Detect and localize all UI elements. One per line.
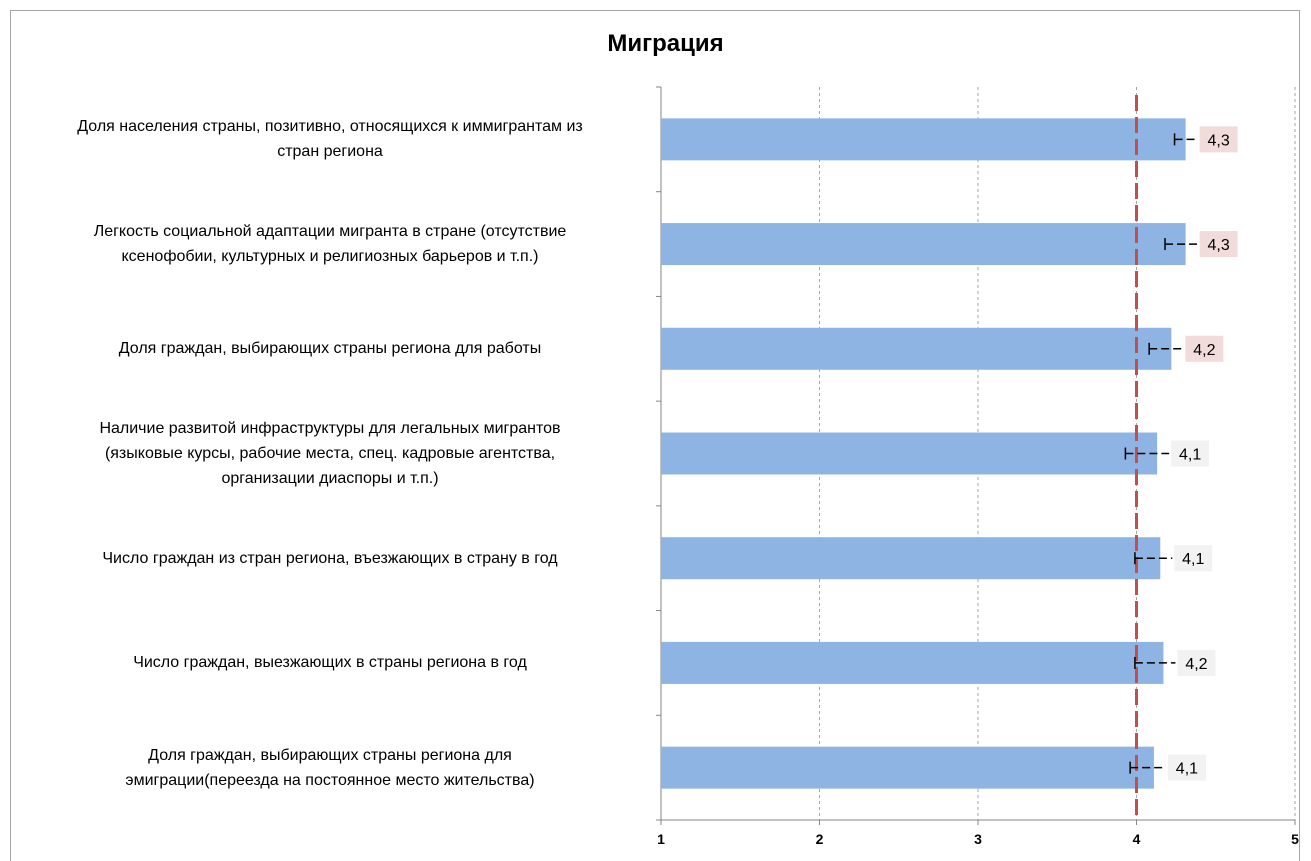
data-label: 4,3 bbox=[1208, 132, 1230, 149]
category-label: Наличие развитой инфраструктуры для лега… bbox=[20, 416, 640, 491]
category-label-line: ксенофобии, культурных и религиозных бар… bbox=[121, 248, 539, 266]
data-label: 4,1 bbox=[1176, 761, 1198, 778]
bar bbox=[661, 641, 1164, 684]
bar bbox=[661, 746, 1154, 789]
x-tick-label: 4 bbox=[1133, 831, 1141, 847]
category-label-line: стран региона bbox=[277, 143, 383, 161]
category-label: Доля граждан, выбирающих страны региона … bbox=[20, 336, 640, 361]
category-label: Легкость социальной адаптации мигранта в… bbox=[20, 219, 640, 269]
data-label-box bbox=[1167, 754, 1206, 781]
data-label: 4,2 bbox=[1193, 342, 1215, 359]
category-label-line: Доля граждан, выбирающих страны региона … bbox=[148, 746, 512, 764]
category-label-line: организации диаспоры и т.п.) bbox=[221, 470, 439, 487]
bar bbox=[661, 537, 1161, 580]
x-tick-label: 1 bbox=[657, 831, 665, 847]
bar bbox=[661, 327, 1172, 370]
category-label: Число граждан из стран региона, въезжающ… bbox=[20, 546, 640, 571]
data-label: 4,3 bbox=[1208, 237, 1230, 254]
category-label-line: (языковые курсы, рабочие места, спец. ка… bbox=[104, 445, 556, 462]
data-label-box bbox=[1177, 649, 1216, 676]
category-label-line: Наличие развитой инфраструктуры для лега… bbox=[99, 420, 561, 437]
category-label-line: эмиграции(переезда на постоянное место ж… bbox=[125, 771, 535, 789]
x-tick-label: 2 bbox=[816, 831, 824, 847]
category-label: Число граждан, выезжающих в страны регио… bbox=[20, 650, 640, 675]
data-label-box bbox=[1199, 231, 1238, 258]
x-tick-label: 3 bbox=[974, 831, 982, 847]
data-label-box bbox=[1171, 440, 1210, 467]
data-label: 4,1 bbox=[1182, 551, 1204, 568]
x-tick-label: 5 bbox=[1291, 831, 1299, 847]
bar bbox=[661, 432, 1158, 475]
data-label-box bbox=[1174, 545, 1213, 572]
data-label-box bbox=[1199, 126, 1238, 153]
chart-frame bbox=[10, 10, 1300, 861]
chart-title: Миграция bbox=[607, 30, 724, 57]
category-label: Доля населения страны, позитивно, относя… bbox=[20, 114, 640, 164]
bar bbox=[661, 118, 1186, 161]
data-label: 4,1 bbox=[1179, 447, 1201, 464]
category-label-line: Число граждан, выезжающих в страны регио… bbox=[133, 654, 527, 672]
category-label-line: Легкость социальной адаптации мигранта в… bbox=[93, 223, 567, 241]
bar bbox=[661, 223, 1186, 266]
category-label-line: Доля населения страны, позитивно, относя… bbox=[77, 118, 583, 136]
data-label-box bbox=[1185, 335, 1224, 362]
category-label-line: Число граждан из стран региона, въезжающ… bbox=[102, 549, 558, 567]
data-label: 4,2 bbox=[1185, 656, 1207, 673]
category-label-line: Доля граждан, выбирающих страны региона … bbox=[118, 340, 542, 358]
category-label: Доля граждан, выбирающих страны региона … bbox=[20, 743, 640, 793]
